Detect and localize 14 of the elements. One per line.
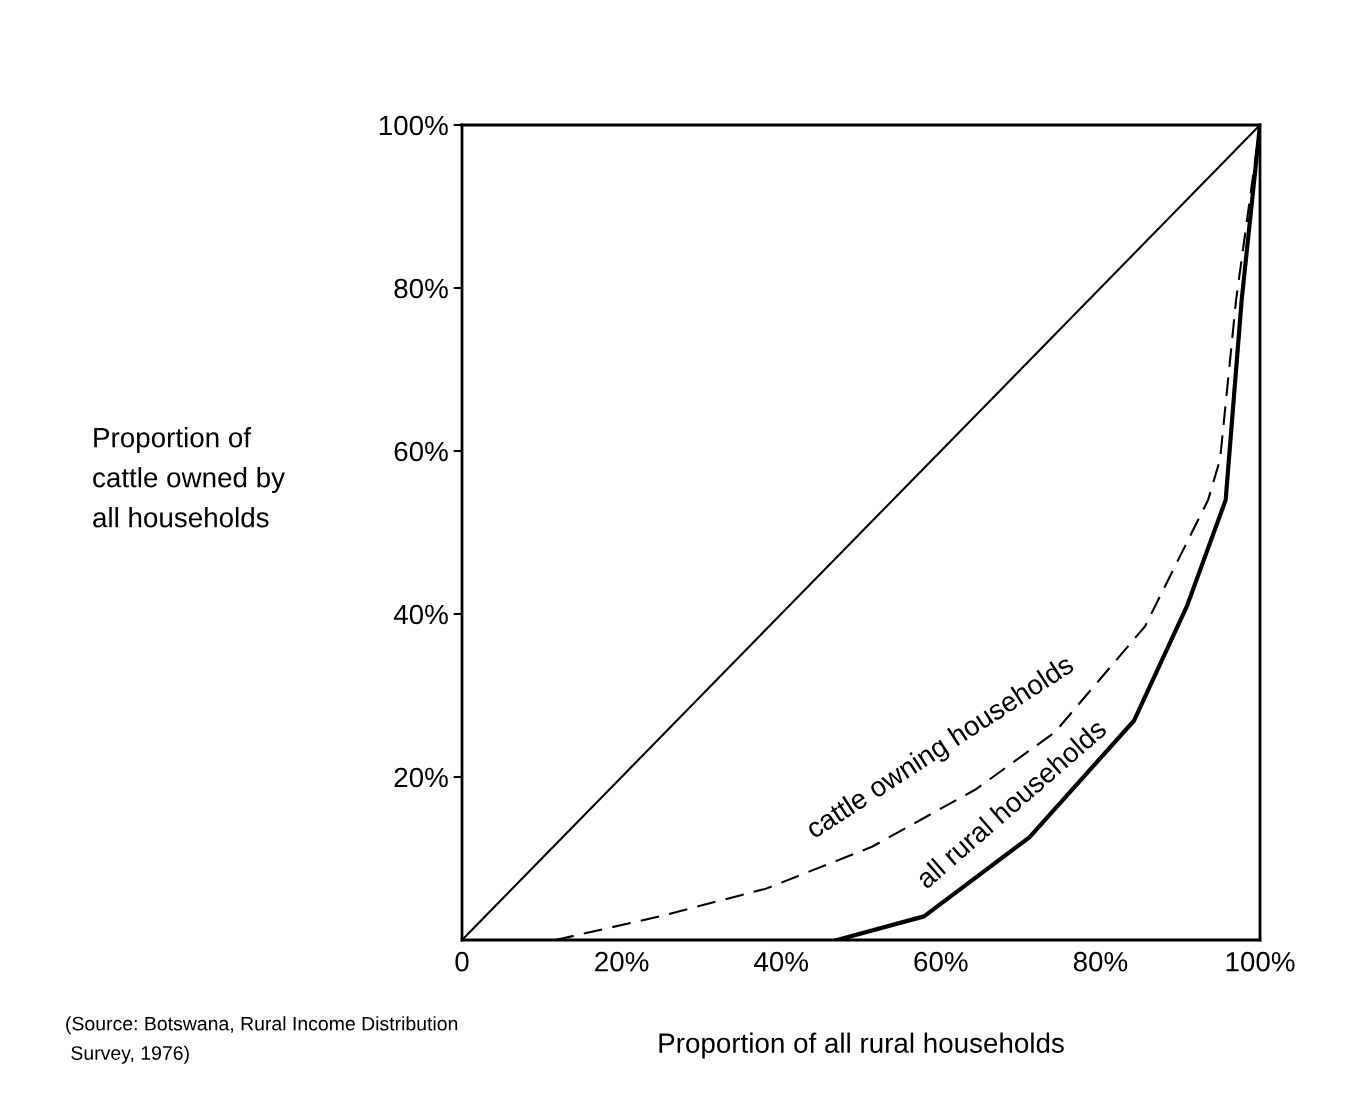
x-tick-label: 20% [595, 951, 649, 972]
x-tick-label: 60% [914, 951, 968, 972]
x-axis-title: Proportion of all rural households [659, 1032, 1064, 1059]
y-tick-label: 20% [394, 767, 448, 788]
y-tick-label: 60% [394, 441, 448, 462]
y-tick-label: 40% [393, 604, 448, 625]
y-axis-title: Proportion of cattle owned by all households [93, 427, 285, 528]
x-tick-label: 80% [1073, 951, 1128, 972]
y-tick-label: 80% [394, 278, 448, 299]
x-tick-label: 40% [754, 951, 809, 972]
y-tick-label: 100% [379, 115, 448, 136]
text: (Source: Botswana, Rural Income Distribution Survey, 1976) [66, 1016, 458, 1064]
x-tick-label: 0 [455, 951, 469, 972]
x-tick-label: 100% [1226, 951, 1295, 972]
